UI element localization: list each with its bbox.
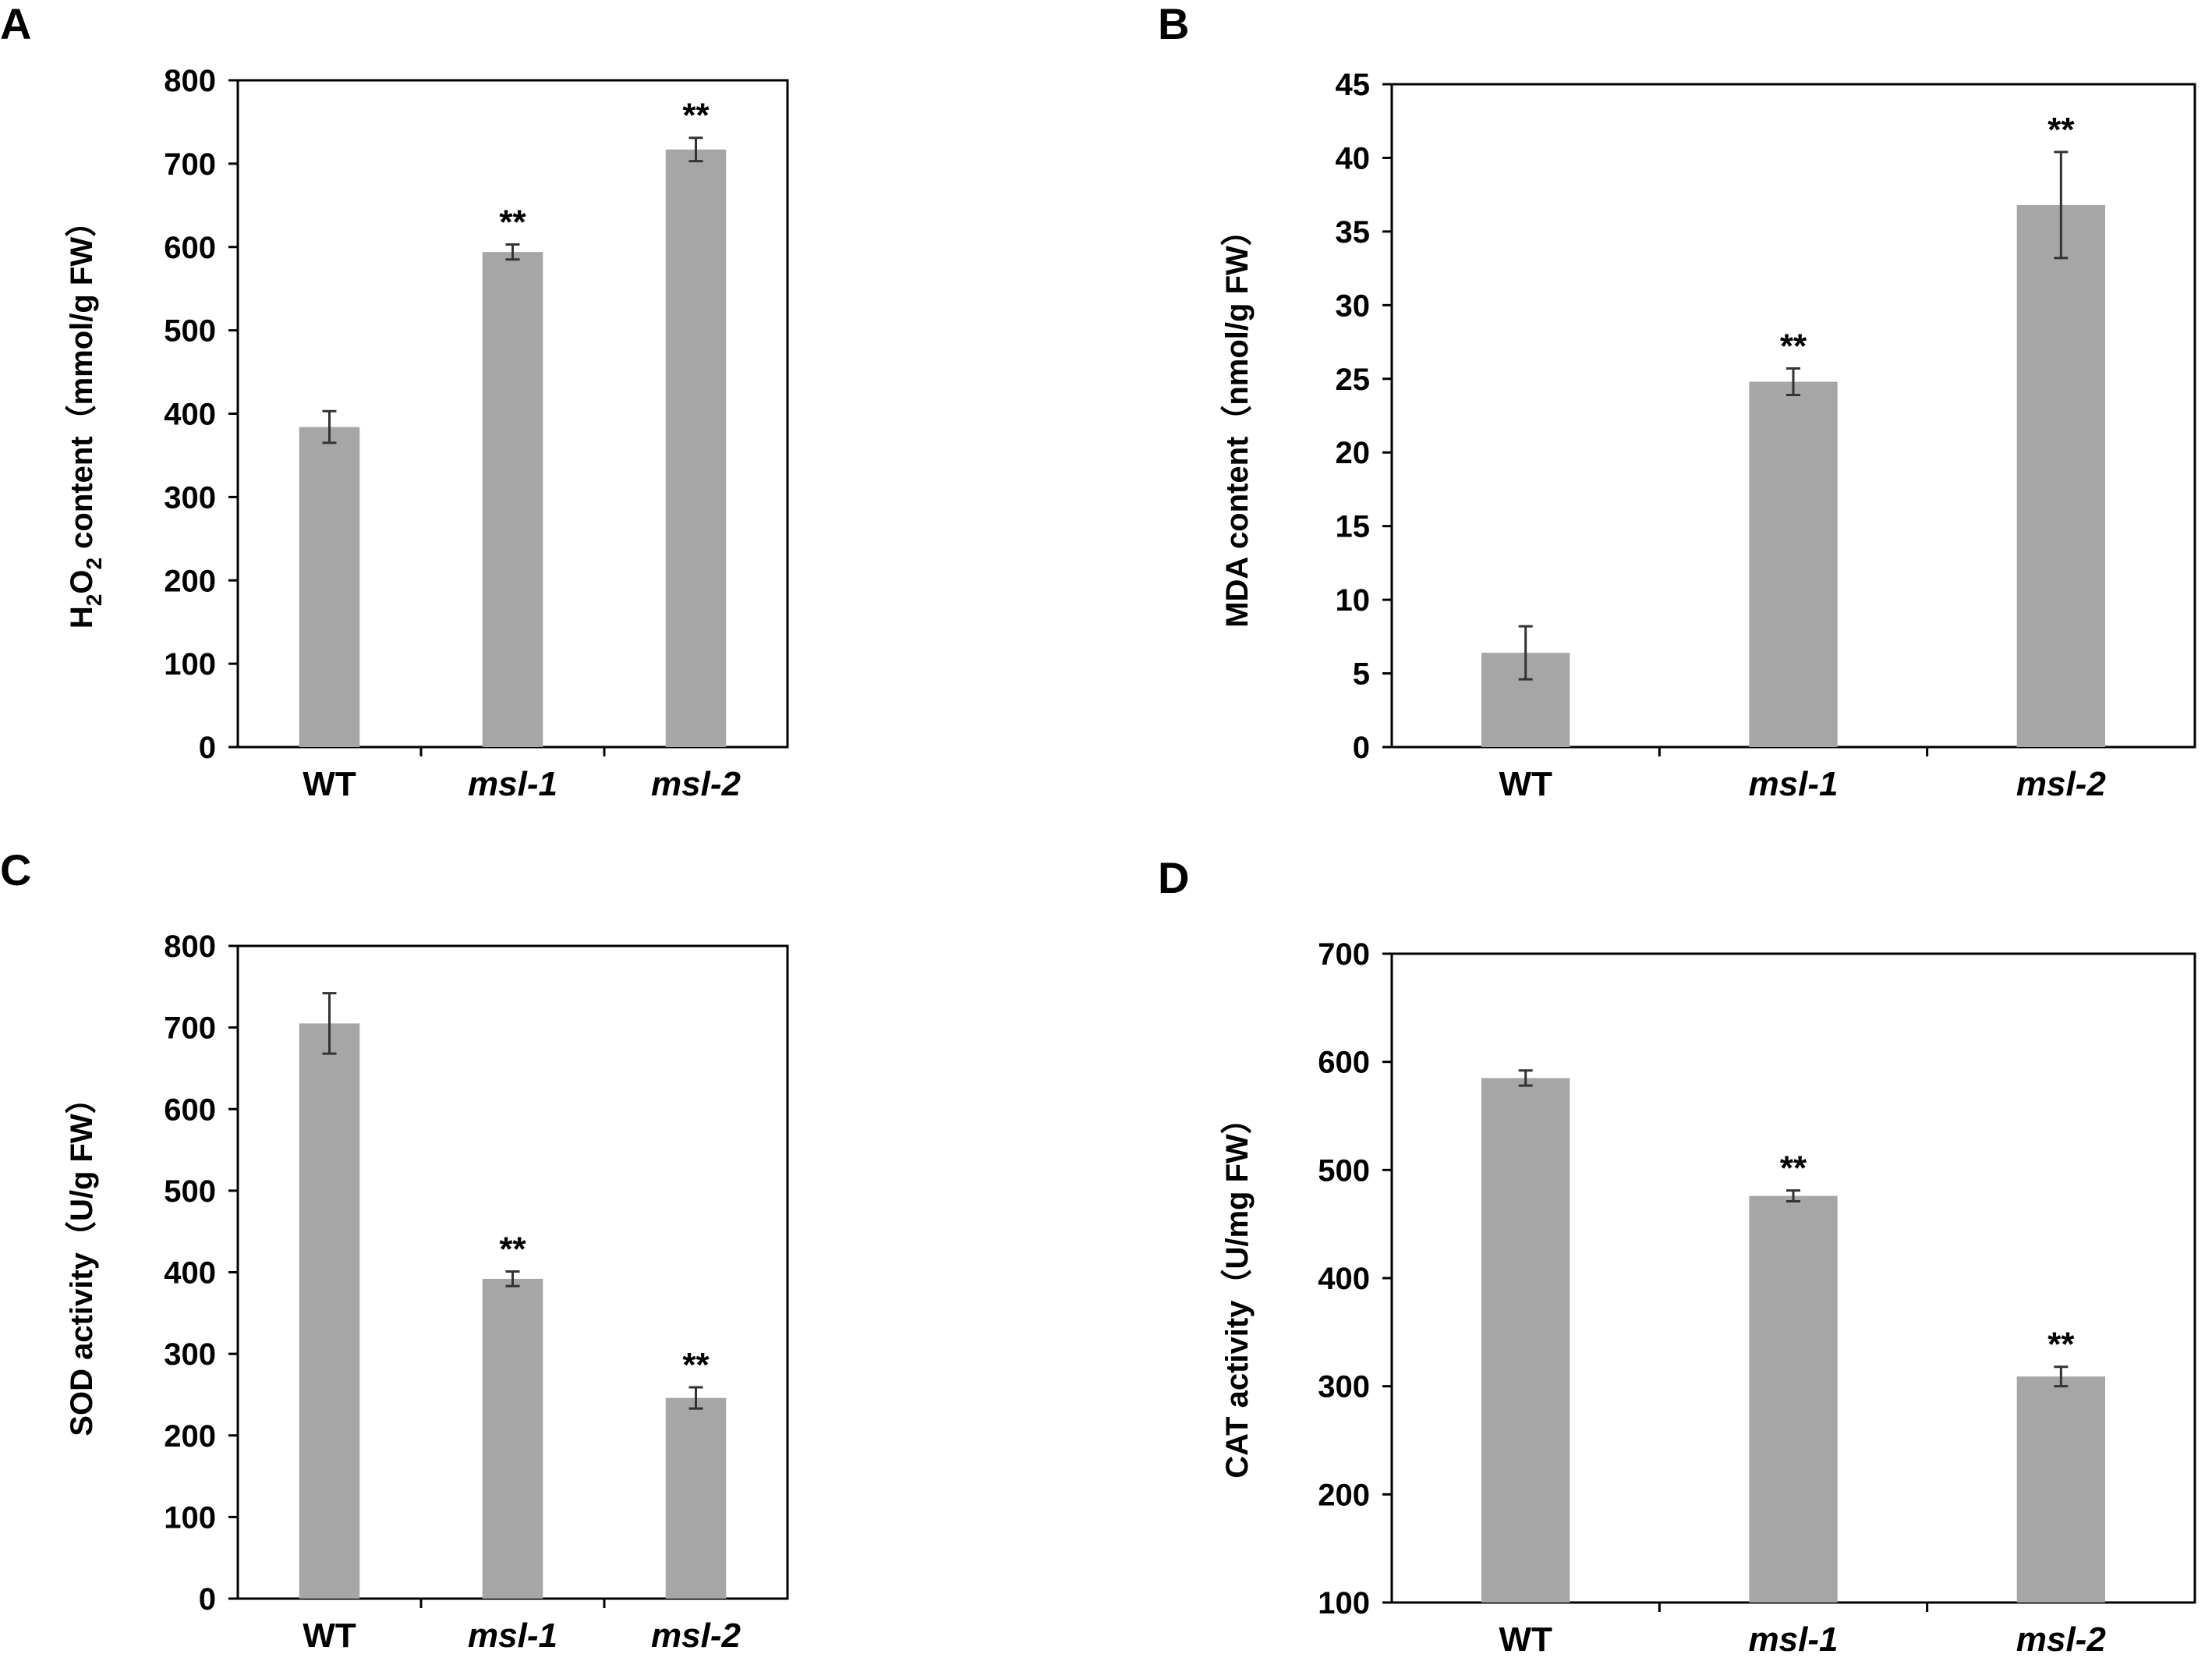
panel-d: D CAT activity（U/mg FW） 100 200 300 400 500 6…: [1158, 853, 2196, 1659]
plot-area-b: 0 5 10 15 20 25 30 35 40 45 WT ** msl-1 ** msl-2: [1336, 68, 2196, 803]
y-tick-label-c-1: 100: [164, 1500, 216, 1535]
y-tick-label-a-3: 300: [164, 480, 216, 515]
y-axis-title-c: SOD activity（U/g FW）: [65, 1082, 99, 1436]
x-category-label-c-2: msl-2: [651, 1617, 741, 1655]
y-axis-title-d: CAT activity（U/mg FW）: [1220, 1103, 1255, 1479]
significance-d-1: **: [1780, 1149, 1807, 1188]
bar-b-2: [2016, 204, 2105, 747]
bar-c-0: [299, 1023, 360, 1599]
plot-area-c: 0 100 200 300 400 500 600 700 800 WT ** msl-1 ** msl-…: [164, 930, 789, 1655]
y-tick-label-c-3: 300: [164, 1337, 216, 1372]
y-tick-label-c-7: 700: [164, 1011, 216, 1046]
x-category-label-a-2: msl-2: [651, 765, 741, 803]
panel-a: A H2O2 content（mmol/g FW） 0 100 200 300 400 5…: [0, 0, 789, 803]
y-tick-label-b-6: 30: [1336, 289, 1371, 323]
bar-d-0: [1481, 1078, 1570, 1603]
x-category-label-b-1: msl-1: [1749, 765, 1839, 803]
y-tick-label-b-5: 25: [1336, 363, 1371, 397]
bar-d-2: [2016, 1376, 2105, 1603]
panel-label-c: C: [0, 845, 31, 894]
panel-b: B MDA content（nmol/g FW） 0 5 10 15 20 25 30 35 4…: [1158, 0, 2196, 803]
y-axis-title-b: MDA content（nmol/g FW）: [1220, 214, 1255, 628]
panel-label-b: B: [1158, 0, 1189, 48]
significance-c-1: **: [499, 1230, 526, 1268]
bar-c-2: [665, 1397, 727, 1599]
y-tick-label-d-6: 700: [1318, 937, 1370, 972]
y-tick-label-b-8: 40: [1336, 141, 1371, 175]
x-category-label-d-0: WT: [1499, 1620, 1552, 1657]
y-tick-label-a-6: 600: [164, 231, 216, 265]
y-tick-label-d-4: 500: [1318, 1153, 1370, 1188]
y-tick-label-a-7: 700: [164, 147, 216, 182]
bar-a-2: [665, 149, 727, 748]
x-category-label-a-1: msl-1: [468, 765, 557, 803]
y-tick-label-d-5: 600: [1318, 1046, 1370, 1080]
significance-d-2: **: [2047, 1326, 2075, 1364]
y-tick-label-b-1: 5: [1353, 657, 1370, 692]
y-tick-label-d-1: 200: [1318, 1478, 1370, 1512]
y-tick-label-b-7: 35: [1336, 215, 1371, 250]
x-category-label-d-1: msl-1: [1749, 1620, 1839, 1657]
y-tick-label-a-4: 400: [164, 398, 216, 432]
y-tick-label-d-2: 300: [1318, 1370, 1370, 1404]
y-tick-label-c-4: 400: [164, 1256, 216, 1291]
x-category-label-b-0: WT: [1499, 765, 1552, 803]
plot-area-a: 0 100 200 300 400 500 600 700 800 WT ** msl-1 ** msl-…: [164, 64, 789, 803]
y-tick-label-d-3: 400: [1318, 1262, 1370, 1296]
panel-label-a: A: [0, 0, 31, 48]
y-tick-label-c-2: 200: [164, 1419, 216, 1454]
significance-a-2: **: [682, 97, 710, 135]
y-tick-label-a-5: 500: [164, 314, 216, 349]
significance-c-2: **: [682, 1346, 710, 1384]
panel-c: C SOD activity（U/g FW） 0 100 200 300 400 500 6…: [0, 845, 789, 1655]
bar-b-1: [1749, 381, 1838, 747]
panel-label-d: D: [1158, 853, 1189, 902]
x-category-label-a-0: WT: [303, 765, 356, 803]
bar-a-1: [482, 252, 543, 748]
y-tick-label-c-5: 500: [164, 1174, 216, 1209]
y-tick-label-a-0: 0: [199, 731, 216, 765]
significance-b-1: **: [1780, 328, 1807, 366]
y-tick-label-a-2: 200: [164, 564, 216, 598]
x-category-label-d-2: msl-2: [2016, 1620, 2106, 1657]
y-tick-label-c-8: 800: [164, 930, 216, 964]
significance-b-2: **: [2047, 111, 2075, 149]
y-tick-label-c-6: 600: [164, 1093, 216, 1127]
y-tick-label-b-0: 0: [1353, 731, 1370, 765]
plot-area-d: 100 200 300 400 500 600 700 WT ** msl-1 ** msl-2: [1318, 937, 2196, 1659]
y-tick-label-d-0: 100: [1318, 1586, 1370, 1620]
significance-a-1: **: [499, 204, 526, 242]
bar-d-1: [1749, 1195, 1838, 1603]
x-category-label-b-2: msl-2: [2016, 765, 2106, 803]
bar-c-1: [482, 1278, 543, 1599]
x-category-label-c-0: WT: [303, 1617, 356, 1655]
x-category-label-c-1: msl-1: [468, 1617, 557, 1655]
y-tick-label-a-1: 100: [164, 647, 216, 682]
y-tick-label-b-9: 45: [1336, 68, 1371, 102]
y-tick-label-b-4: 20: [1336, 436, 1371, 470]
y-axis-title-a: H2O2 content（mmol/g FW）: [65, 206, 106, 629]
y-tick-label-b-2: 10: [1336, 583, 1371, 618]
y-tick-label-a-8: 800: [164, 64, 216, 98]
bar-a-0: [299, 427, 360, 747]
y-tick-label-c-0: 0: [199, 1582, 216, 1617]
y-tick-label-b-3: 15: [1336, 510, 1371, 544]
